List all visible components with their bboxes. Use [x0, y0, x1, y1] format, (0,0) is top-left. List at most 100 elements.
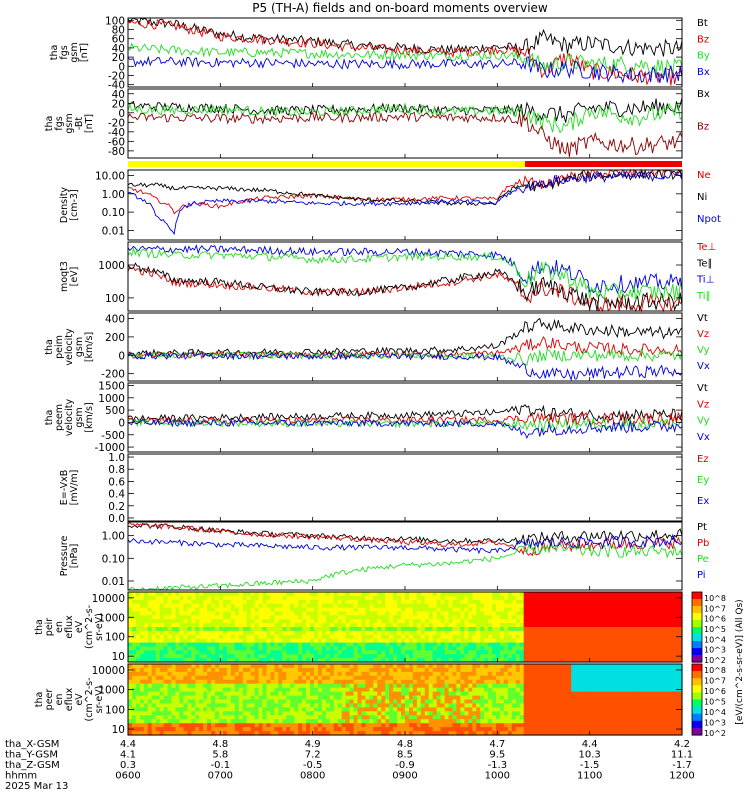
series-line-Ne-p4 [127, 168, 683, 215]
colorbar-tick-label: 10^6 [704, 687, 726, 696]
panel-4: Ne Ni Npot 10.00 1.00 0.10 0.01 Density [cm-3] [59, 168, 721, 241]
legend-label: Ex [697, 496, 709, 507]
y-axis-label-line: peem [54, 404, 65, 431]
y-tick-label: 0 [118, 417, 125, 429]
series-line-Te-p5 [127, 262, 683, 312]
x-tick-label: -1.5 [580, 760, 600, 771]
colorbar-tick-label: 10^2 [704, 656, 726, 665]
y-tick-label: 1500 [98, 380, 125, 392]
legend-label: Bz [697, 34, 709, 45]
legend-label: Vz [697, 399, 709, 410]
y-axis-label-line: [km/s] [84, 332, 95, 362]
y-tick-label: -40 [108, 127, 125, 139]
x-row-label: tha_Y-GSM [5, 750, 58, 761]
colorbar-tick-label: 10^5 [704, 625, 726, 634]
x-tick-label: -1.7 [672, 760, 692, 771]
colorbar-tick-label: 10^4 [704, 708, 726, 717]
y-tick-label: 40 [112, 89, 125, 101]
y-axis-label-line: peir [44, 618, 55, 637]
legend-label: Ni [697, 192, 707, 203]
x-tick-label: 0.3 [120, 760, 136, 771]
y-tick-label: -500 [101, 430, 125, 442]
panel-10: 10000 1000 100 10 tha peir en eflux eV (cm^2-s-sr… [34, 591, 683, 663]
colorbar-tick-label: 10^5 [704, 698, 726, 707]
y-tick-label: 0.01 [102, 225, 125, 237]
colorbar-tick-label: 10^3 [704, 719, 726, 728]
x-tick-label: 11.1 [671, 750, 693, 761]
y-axis-label-line: tha [44, 410, 55, 426]
y-axis-label-line: Pressure [59, 536, 70, 577]
panel-frame [127, 169, 683, 241]
panel-6: Vt Vz Vy Vx 400 200 0 -200 tha peim velocity gsm [km… [44, 312, 710, 382]
x-tick-label: 7.2 [305, 750, 321, 761]
y-tick-label: 0.2 [108, 501, 125, 513]
y-axis-label-line: eflux [64, 687, 75, 711]
plot-title: P5 (TH-A) fields and on-board moments ov… [252, 1, 548, 15]
y-tick-label: -200 [101, 369, 125, 381]
legend-label: Vz [697, 329, 709, 340]
series-line-Vz-p6 [127, 335, 683, 360]
y-axis-label-line: [nPa] [69, 544, 80, 569]
y-tick-label: -1000 [94, 442, 125, 454]
legend-label: Pe [697, 554, 709, 565]
y-tick-label: 0 [118, 108, 125, 120]
y-axis-label-line: tha [49, 45, 60, 61]
y-axis-label-line: [nT] [79, 43, 90, 62]
y-axis-label-line: velocity [64, 399, 75, 437]
x-tick-label: 1100 [577, 771, 602, 782]
y-tick-label: -80 [108, 146, 125, 158]
panel-9: Pt Pb Pe Pi 1.00 0.10 0.01 Pressure [nPa] [59, 521, 709, 591]
x-tick-label: -1.3 [488, 760, 508, 771]
y-axis-label-line: velocity [64, 328, 75, 366]
x-tick-label: 10.3 [579, 750, 601, 761]
x-tick-label: -0.5 [303, 760, 323, 771]
legend-label: Ne [697, 170, 711, 181]
series-line-By-p1 [127, 42, 683, 76]
colorbar-tick-label: 10^2 [704, 729, 726, 738]
panel-5: Te⊥ Te∥ Ti⊥ Ti∥ 1000 100 moqt3 [eV] [59, 241, 716, 313]
y-axis-label-line: -Bt [74, 117, 85, 131]
x-tick-label: 4.7 [489, 739, 505, 750]
legend-label: Bt [697, 18, 708, 29]
y-tick-label: 0.10 [102, 207, 125, 219]
y-tick-label: -60 [108, 136, 125, 148]
y-axis-label-line: [cm-3] [69, 189, 80, 220]
legend-label: Vx [697, 432, 710, 443]
y-axis-label-line: sr-eV) [94, 686, 105, 714]
y-tick-label: 10000 [92, 665, 125, 677]
legend-label: Npot [697, 214, 721, 225]
x-tick-label: 4.8 [212, 739, 228, 750]
panel-frame [127, 88, 683, 159]
series-line-Vt-p6 [127, 317, 683, 358]
x-tick-label: 4.1 [120, 750, 136, 761]
y-axis-label-line: [nT] [84, 114, 95, 133]
legend-label: Bz [697, 122, 709, 133]
legend-label: Vy [697, 416, 710, 427]
y-tick-label: 1000 [98, 260, 125, 272]
y-tick-label: 100 [105, 632, 125, 644]
panel-8: Ez Ey Ex 1.00.80.60.40.20.0 E=-VxB [mV/m] [59, 452, 709, 525]
colorbars: 10^810^710^610^510^410^310^210^810^710^6… [691, 591, 745, 738]
y-tick-label: 1000 [98, 612, 125, 624]
y-tick-label: 1000 [98, 685, 125, 697]
y-tick-label: 20 [112, 52, 125, 64]
y-axis-label-line: fgs [54, 116, 65, 130]
y-tick-label: 0 [118, 61, 125, 73]
y-axis-label-line: tha [34, 692, 45, 708]
legend-label: Ey [697, 475, 709, 486]
y-axis-label-line: sr-eV) [94, 613, 105, 641]
y-tick-label: 1.0 [108, 452, 125, 464]
legend-label: Vy [697, 345, 710, 356]
x-tick-label: 4.9 [305, 739, 321, 750]
x-tick-label: 8.5 [397, 750, 413, 761]
x-tick-label: 4.4 [582, 739, 598, 750]
series-line-Pb-p9 [127, 522, 683, 557]
series-line-Pe-p9 [127, 541, 683, 591]
series-line-Bz-p2 [127, 111, 683, 158]
y-tick-label: 500 [105, 405, 125, 417]
series-line-Bx-p2 [127, 97, 683, 123]
x-tick-label: 1000 [485, 771, 510, 782]
